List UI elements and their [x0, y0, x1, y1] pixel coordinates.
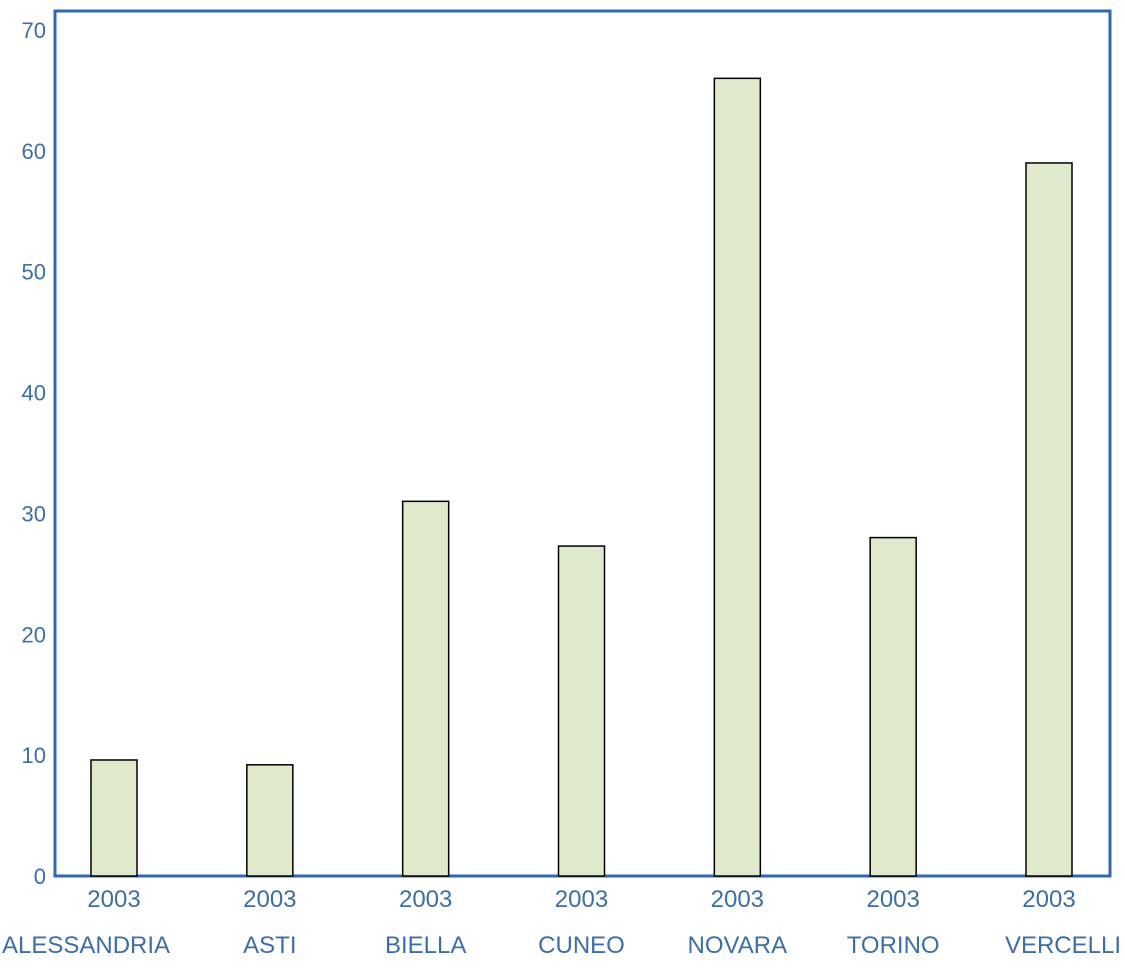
x-tick-category-label: BIELLA — [385, 932, 466, 959]
x-tick-category-label: NOVARA — [688, 932, 788, 959]
x-tick-year-label: 2003 — [243, 886, 296, 913]
y-axis-ticks: 0 10 20 30 40 50 60 70 — [22, 18, 46, 889]
y-tick-label: 50 — [22, 260, 46, 285]
x-tick-year-label: 2003 — [555, 886, 608, 913]
bar-biella — [401, 500, 450, 877]
y-tick-label: 40 — [22, 381, 46, 406]
bar-asti — [246, 764, 294, 877]
y-tick-label: 60 — [22, 139, 46, 164]
bar-torino — [869, 536, 917, 877]
y-tick-label: 30 — [22, 501, 46, 526]
bar-vercelli — [1025, 162, 1073, 877]
x-tick-year-label: 2003 — [1022, 886, 1075, 913]
bar-novara — [713, 77, 762, 877]
x-tick-year-label: 2003 — [711, 886, 764, 913]
x-tick-year-label: 2003 — [399, 886, 452, 913]
y-tick-label: 10 — [22, 743, 46, 768]
x-tick-category-label: ASTI — [243, 932, 296, 959]
y-tick-label: 0 — [34, 864, 46, 889]
bar-alessandria — [90, 759, 138, 877]
x-tick-year-label: 2003 — [87, 886, 140, 913]
y-tick-label: 70 — [22, 18, 46, 43]
x-tick-category-label: VERCELLI — [1005, 932, 1121, 959]
x-tick-year-label: 2003 — [866, 886, 919, 913]
x-tick-category-label: TORINO — [847, 932, 940, 959]
x-tick-category-label: CUNEO — [538, 932, 625, 959]
x-tick-category-label: ALESSANDRIA — [2, 932, 170, 959]
bars — [90, 77, 1073, 877]
y-tick-label: 20 — [22, 622, 46, 647]
x-axis-labels: 2003 ALESSANDRIA 2003 ASTI 2003 BIELLA 2003 CUN… — [2, 886, 1121, 959]
bar-cuneo — [557, 545, 606, 877]
